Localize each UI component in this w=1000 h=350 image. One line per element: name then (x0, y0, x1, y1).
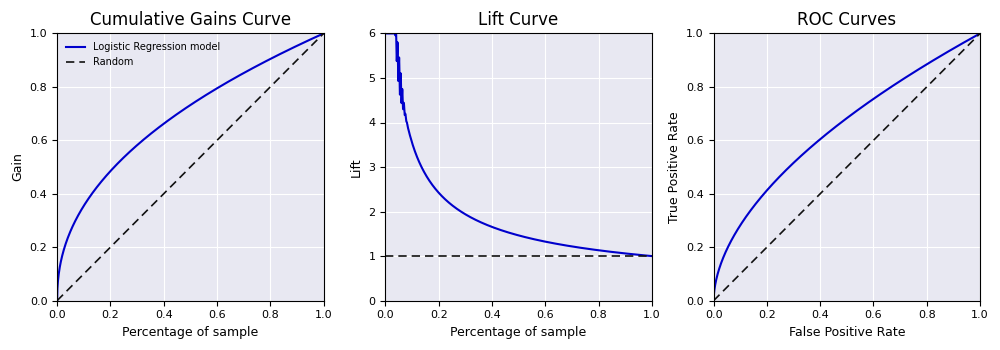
Title: Lift Curve: Lift Curve (478, 11, 559, 29)
X-axis label: Percentage of sample: Percentage of sample (450, 326, 587, 339)
Logistic Regression model (234, 73, 246, 77)
X-axis label: False Positive Rate: False Positive Rate (789, 326, 905, 339)
Y-axis label: Gain: Gain (11, 153, 24, 181)
Y-axis label: Lift: Lift (350, 157, 363, 177)
Logistic Regression model (259, 60, 271, 64)
Title: ROC Curves: ROC Curves (797, 11, 896, 29)
Line: Logistic Regression model: Logistic Regression model (57, 34, 324, 301)
Logistic Regression model (318, 32, 330, 36)
Logistic Regression model (51, 299, 63, 303)
Logistic Regression model (78, 203, 90, 207)
Legend: Logistic Regression model, Random: Logistic Regression model, Random (62, 38, 224, 71)
Logistic Regression model (159, 121, 171, 125)
X-axis label: Percentage of sample: Percentage of sample (122, 326, 258, 339)
Logistic Regression model (264, 57, 276, 61)
Y-axis label: True Positive Rate: True Positive Rate (668, 111, 681, 223)
Title: Cumulative Gains Curve: Cumulative Gains Curve (90, 11, 291, 29)
Logistic Regression model (168, 114, 180, 118)
